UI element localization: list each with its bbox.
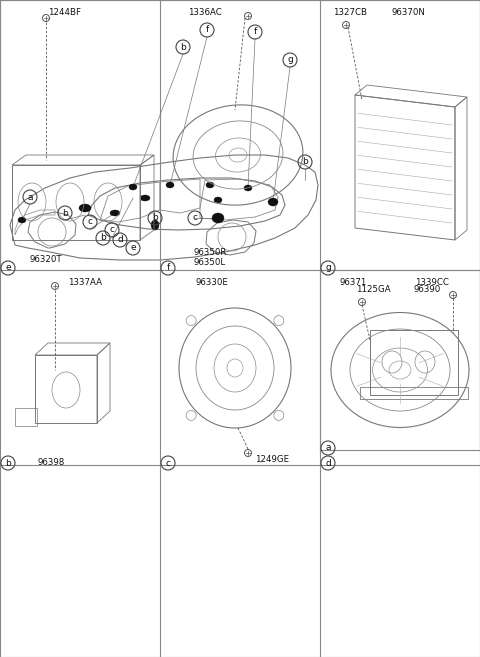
Text: 96350L: 96350L <box>194 258 226 267</box>
Text: b: b <box>100 233 106 242</box>
Text: f: f <box>253 28 257 37</box>
Text: 1249GE: 1249GE <box>255 455 289 464</box>
Ellipse shape <box>140 195 150 201</box>
Text: g: g <box>325 263 331 273</box>
Ellipse shape <box>110 210 120 216</box>
Text: 1336AC: 1336AC <box>188 8 222 17</box>
Ellipse shape <box>166 182 174 188</box>
Bar <box>15 408 37 426</box>
Text: 1337AA: 1337AA <box>68 278 102 287</box>
Text: b: b <box>152 214 158 223</box>
Text: 96370N: 96370N <box>392 8 426 17</box>
Ellipse shape <box>79 204 91 212</box>
Text: g: g <box>287 55 293 64</box>
Text: 1339CC: 1339CC <box>415 278 449 287</box>
Ellipse shape <box>151 220 159 230</box>
Bar <box>370 330 458 395</box>
Text: b: b <box>180 43 186 51</box>
Text: c: c <box>166 459 170 468</box>
Text: 96390: 96390 <box>414 285 441 294</box>
Ellipse shape <box>244 185 252 191</box>
Text: 1244BF: 1244BF <box>48 8 81 17</box>
Text: a: a <box>27 193 33 202</box>
Text: e: e <box>5 263 11 273</box>
Text: b: b <box>62 208 68 217</box>
Ellipse shape <box>214 197 222 203</box>
Text: 96371: 96371 <box>340 278 367 287</box>
Bar <box>12 165 140 240</box>
Ellipse shape <box>129 184 137 190</box>
Text: 96350R: 96350R <box>193 248 227 257</box>
Text: d: d <box>117 235 123 244</box>
Text: 96330E: 96330E <box>196 278 229 287</box>
Text: e: e <box>130 244 136 252</box>
Bar <box>360 387 468 399</box>
Text: f: f <box>205 26 209 35</box>
Bar <box>35 355 97 423</box>
Text: d: d <box>325 459 331 468</box>
Text: a: a <box>325 443 331 453</box>
Ellipse shape <box>212 213 224 223</box>
Text: 96320T: 96320T <box>30 255 62 264</box>
Text: c: c <box>192 214 197 223</box>
Text: 96398: 96398 <box>38 458 65 467</box>
Text: b: b <box>302 158 308 166</box>
Ellipse shape <box>18 217 26 223</box>
Text: c: c <box>87 217 93 227</box>
Text: f: f <box>167 263 169 273</box>
Text: 1327CB: 1327CB <box>333 8 367 17</box>
Ellipse shape <box>206 182 214 188</box>
Text: 1125GA: 1125GA <box>356 285 391 294</box>
Text: b: b <box>5 459 11 468</box>
Ellipse shape <box>268 198 278 206</box>
Text: c: c <box>109 225 115 235</box>
